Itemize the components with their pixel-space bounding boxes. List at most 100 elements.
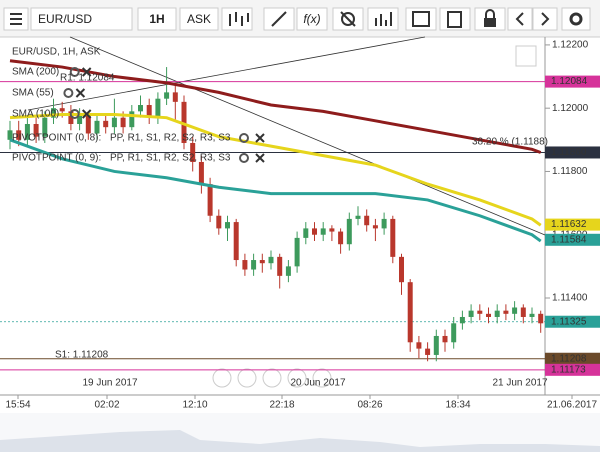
- y-tick-label: 1.11800: [552, 166, 588, 177]
- chart-title: EUR/USD, 1H, ASK: [12, 47, 101, 58]
- x-tick-label: 22:18: [269, 400, 294, 411]
- pivot-legend-levels: PP, R1, S1, R2, S2, R3, S3: [110, 153, 231, 164]
- candle-body: [172, 92, 178, 102]
- symbol: EUR/USD: [38, 12, 92, 26]
- price-tag: [545, 218, 600, 231]
- candle-body: [268, 256, 274, 264]
- candle-body: [459, 316, 465, 324]
- candle-body: [529, 313, 535, 317]
- candle-body: [207, 184, 213, 216]
- prev-button[interactable]: [507, 7, 533, 31]
- legend-remove[interactable]: [255, 133, 265, 143]
- candle-body: [294, 237, 300, 267]
- calculator-button[interactable]: [439, 7, 471, 31]
- price-tag-label: 1.11860: [551, 147, 587, 158]
- candle-body: [7, 130, 13, 140]
- candle-body: [146, 105, 152, 118]
- candle-body: [285, 266, 291, 276]
- legend-settings[interactable]: [69, 109, 80, 119]
- candle-body: [381, 218, 387, 229]
- legend-entry: SMA (100): [12, 109, 59, 120]
- candle-body: [520, 307, 526, 317]
- x-tick-label: 21.06.2017: [547, 400, 597, 411]
- lock-button[interactable]: [474, 7, 506, 31]
- candle-body: [425, 348, 431, 355]
- candle-body: [242, 260, 248, 270]
- candle-body: [164, 92, 170, 99]
- candle-body: [538, 313, 544, 324]
- trend-line: [27, 36, 426, 111]
- indicator-button[interactable]: [296, 7, 328, 31]
- candle-body: [138, 105, 143, 112]
- candle-body: [103, 120, 109, 128]
- price-tag-label: 1.11208: [551, 353, 587, 364]
- chart-type-button[interactable]: [221, 7, 253, 31]
- y-tick-label: 1.12000: [552, 103, 589, 114]
- next-button[interactable]: [532, 7, 558, 31]
- candle-body: [329, 228, 335, 232]
- pivot-legend-name: PIVOTPOINT (0, 8):: [12, 133, 101, 144]
- zoom-controls[interactable]: [212, 368, 332, 388]
- candle-body: [259, 260, 265, 264]
- price-tag: [545, 363, 600, 376]
- x-tick-label: 12:10: [182, 400, 207, 411]
- menu-button[interactable]: [3, 7, 29, 31]
- candle-body: [451, 323, 457, 343]
- candle-body: [225, 222, 230, 229]
- price-tag-label: 1.11325: [551, 316, 587, 327]
- popout-button[interactable]: [515, 45, 537, 67]
- annotation: R1: 1.12084: [60, 73, 115, 84]
- candle-body: [51, 108, 56, 118]
- candle-body: [477, 310, 483, 314]
- legend-remove[interactable]: [255, 153, 265, 163]
- sma-line: [9, 113, 542, 227]
- price-tag-label: 1.11632: [551, 219, 587, 230]
- draw-button[interactable]: [263, 7, 295, 31]
- volume-button[interactable]: [367, 7, 399, 31]
- candle-body: [433, 335, 439, 355]
- side-button[interactable]: [179, 7, 219, 31]
- legend-settings[interactable]: [69, 67, 80, 77]
- candle-body: [503, 310, 509, 314]
- candle-body: [338, 231, 344, 245]
- legend-settings[interactable]: [63, 88, 74, 98]
- candle-body: [399, 256, 404, 283]
- candle-body: [233, 222, 239, 261]
- legend-settings[interactable]: [239, 133, 249, 143]
- trend-line: [69, 36, 546, 236]
- pivot-legend-levels: PP, R1, S1, R2, S2, R3, S3: [110, 133, 231, 144]
- candle-body: [303, 228, 309, 238]
- side: ASK: [187, 12, 211, 26]
- candle-body: [111, 117, 117, 128]
- candle-body: [198, 161, 204, 185]
- settings-button[interactable]: [561, 7, 591, 31]
- legend-remove[interactable]: [81, 67, 92, 77]
- candle-body: [346, 218, 352, 245]
- timeframe-button[interactable]: [137, 7, 177, 31]
- candle-body: [155, 98, 161, 118]
- candle-body: [355, 215, 361, 219]
- price-tag-label: 1.11173: [551, 364, 586, 375]
- candle-body: [442, 335, 448, 343]
- legend-settings[interactable]: [239, 153, 249, 163]
- x-tick-label: 15:54: [5, 400, 30, 411]
- pivot-legend-name: PIVOTPOINT (0, 9):: [12, 153, 101, 164]
- candle-body: [416, 342, 422, 349]
- hide-button[interactable]: [332, 7, 364, 31]
- candle-body: [77, 114, 83, 124]
- indicator-label: f(x): [303, 12, 320, 26]
- sma-line: [9, 59, 542, 154]
- symbol-box[interactable]: [30, 7, 133, 31]
- candle-body: [68, 111, 74, 124]
- candle-body: [33, 124, 39, 137]
- legend-entry: SMA (55): [12, 88, 54, 99]
- legend-entry: SMA (200): [12, 67, 59, 78]
- price-tag: [545, 233, 600, 246]
- legend-remove[interactable]: [75, 88, 86, 98]
- candle-body: [407, 282, 413, 343]
- candle-body: [277, 256, 283, 276]
- candle-body: [468, 310, 474, 317]
- candle-body: [364, 215, 370, 226]
- calendar-button[interactable]: [405, 7, 437, 31]
- legend-remove[interactable]: [81, 109, 92, 119]
